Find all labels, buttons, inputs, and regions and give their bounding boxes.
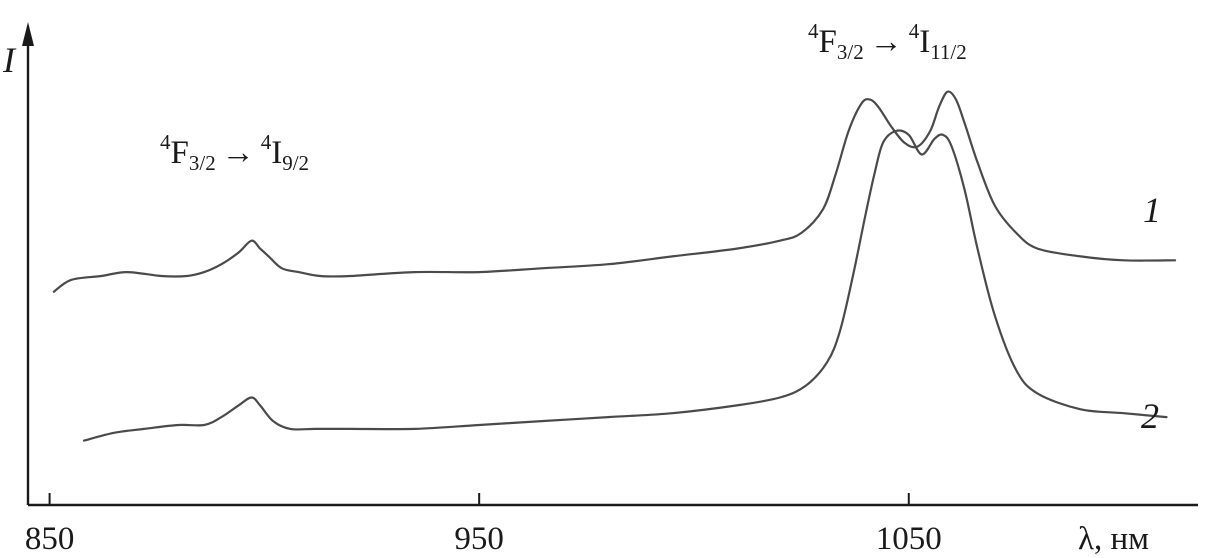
x-axis-label: λ, нм xyxy=(1078,521,1149,557)
ann2-sub: 3/2 xyxy=(837,40,864,64)
ann1-main2: I xyxy=(271,135,282,171)
x-ticks xyxy=(48,493,910,505)
annotation-transition-11-2: 4F3/2 → 4I11/2 xyxy=(808,19,967,64)
ann2-sub2: 11/2 xyxy=(930,40,967,64)
ann2-main2: I xyxy=(919,24,930,60)
ann1-sup2: 4 xyxy=(261,130,272,154)
y-axis-arrow-icon xyxy=(22,22,34,46)
ann1-arrow: → xyxy=(222,135,255,171)
series-label-2: 2 xyxy=(1141,396,1159,436)
series-line-1 xyxy=(52,90,1177,293)
ann1-main: F xyxy=(171,135,189,171)
ann1-sup: 4 xyxy=(160,130,171,154)
x-tick-label-850: 850 xyxy=(25,521,75,557)
x-tick-label-1050: 1050 xyxy=(876,521,942,557)
ann1-sub2: 9/2 xyxy=(282,151,309,175)
ann2-arrow: → xyxy=(870,24,903,60)
series-line-2 xyxy=(82,129,1168,442)
x-tick-labels: 850 950 1050 xyxy=(25,521,942,557)
ann1-sub: 3/2 xyxy=(189,151,216,175)
y-axis-label: I xyxy=(2,40,17,80)
series-label-1: 1 xyxy=(1143,190,1161,230)
ann2-sup2: 4 xyxy=(909,19,920,43)
ann2-main: F xyxy=(819,24,837,60)
x-tick-label-950: 950 xyxy=(454,521,504,557)
ann2-sup: 4 xyxy=(808,19,819,43)
series-curves xyxy=(52,90,1177,442)
annotation-transition-9-2: 4F3/2 → 4I9/2 xyxy=(160,130,309,175)
